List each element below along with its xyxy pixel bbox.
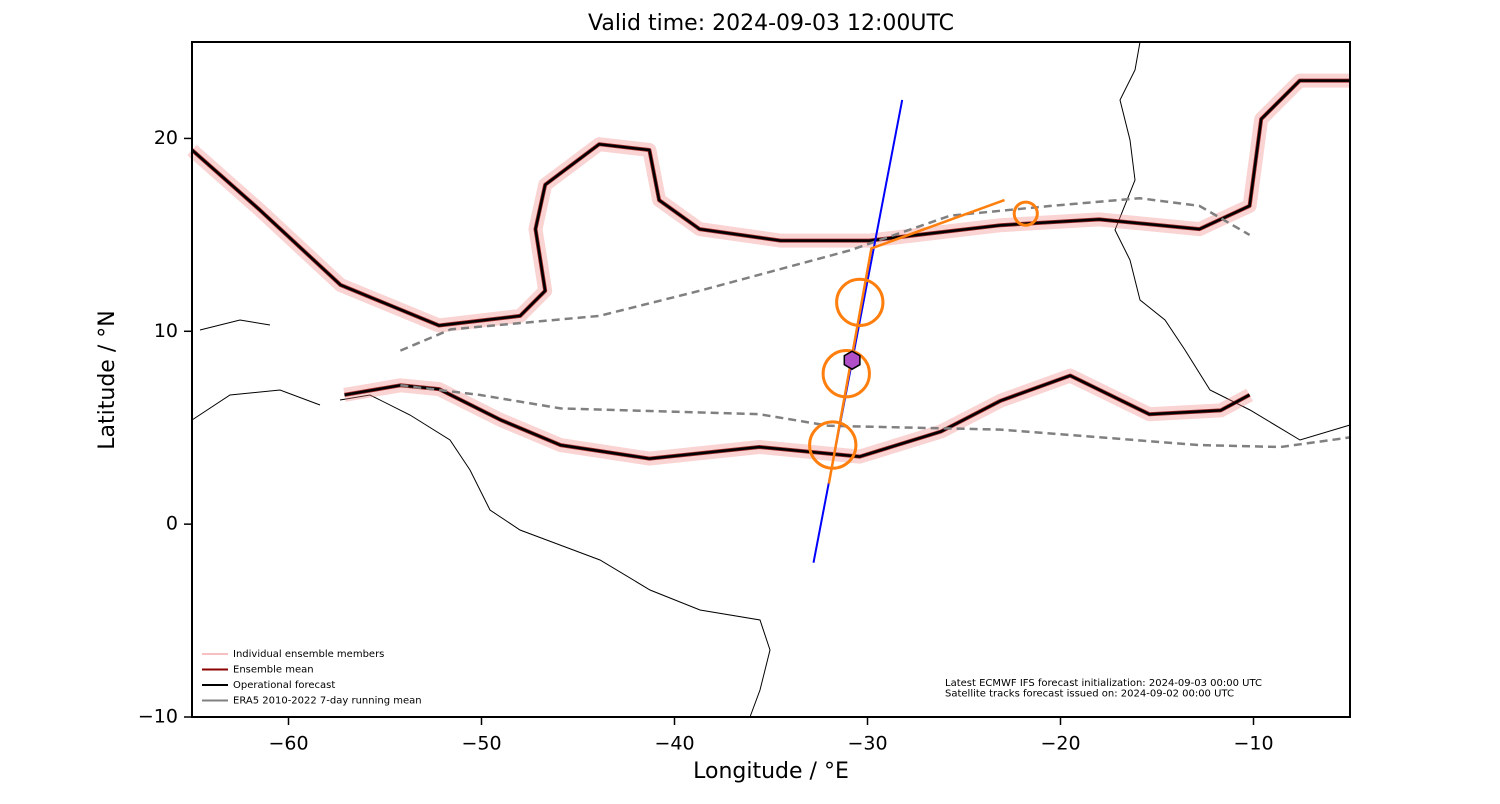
south-america-coast (339, 394, 771, 718)
africa-coast (1114, 41, 1351, 441)
legend-label: Operational forecast (233, 680, 335, 691)
plot-frame (191, 41, 1351, 718)
satellite-track (812, 99, 904, 563)
y-tick-label: 0 (166, 513, 178, 535)
track-circle (1012, 200, 1039, 227)
x-tick-label: −20 (1040, 733, 1080, 755)
x-tick-label: −60 (268, 733, 308, 755)
caribbean-coast (191, 319, 321, 421)
x-tick-label: −50 (461, 733, 501, 755)
y-tick-label: −10 (138, 706, 178, 728)
annotation: Latest ECMWF IFS forecast initialization… (945, 678, 1262, 689)
annotation: Satellite tracks forecast issued on: 202… (945, 689, 1234, 700)
track-circle (835, 277, 885, 328)
legend-label: ERA5 2010-2022 7-day running mean (233, 696, 422, 707)
ensemble-spread (187, 73, 1350, 466)
x-axis-title: Longitude / °E (693, 759, 849, 784)
y-axis-title: Latitude / °N (95, 310, 120, 449)
y-tick-label: 20 (154, 127, 178, 149)
y-tick-label: 10 (154, 320, 178, 342)
forecast-track (827, 198, 1005, 484)
hexagon-marker (843, 350, 861, 371)
ensemble-mean-line (190, 78, 1350, 461)
operational-line (191, 79, 1350, 460)
chart-title: Valid time: 2024-09-03 12:00UTC (588, 11, 954, 36)
track-circle (808, 420, 858, 470)
era5-mean-line (399, 196, 1351, 449)
legend-label: Ensemble mean (233, 665, 314, 676)
coastlines (191, 41, 1351, 718)
track-circle (821, 349, 871, 399)
x-tick-label: −10 (1233, 733, 1273, 755)
legend-label: Individual ensemble members (233, 649, 384, 660)
x-tick-label: −40 (654, 733, 694, 755)
x-tick-label: −30 (847, 733, 887, 755)
